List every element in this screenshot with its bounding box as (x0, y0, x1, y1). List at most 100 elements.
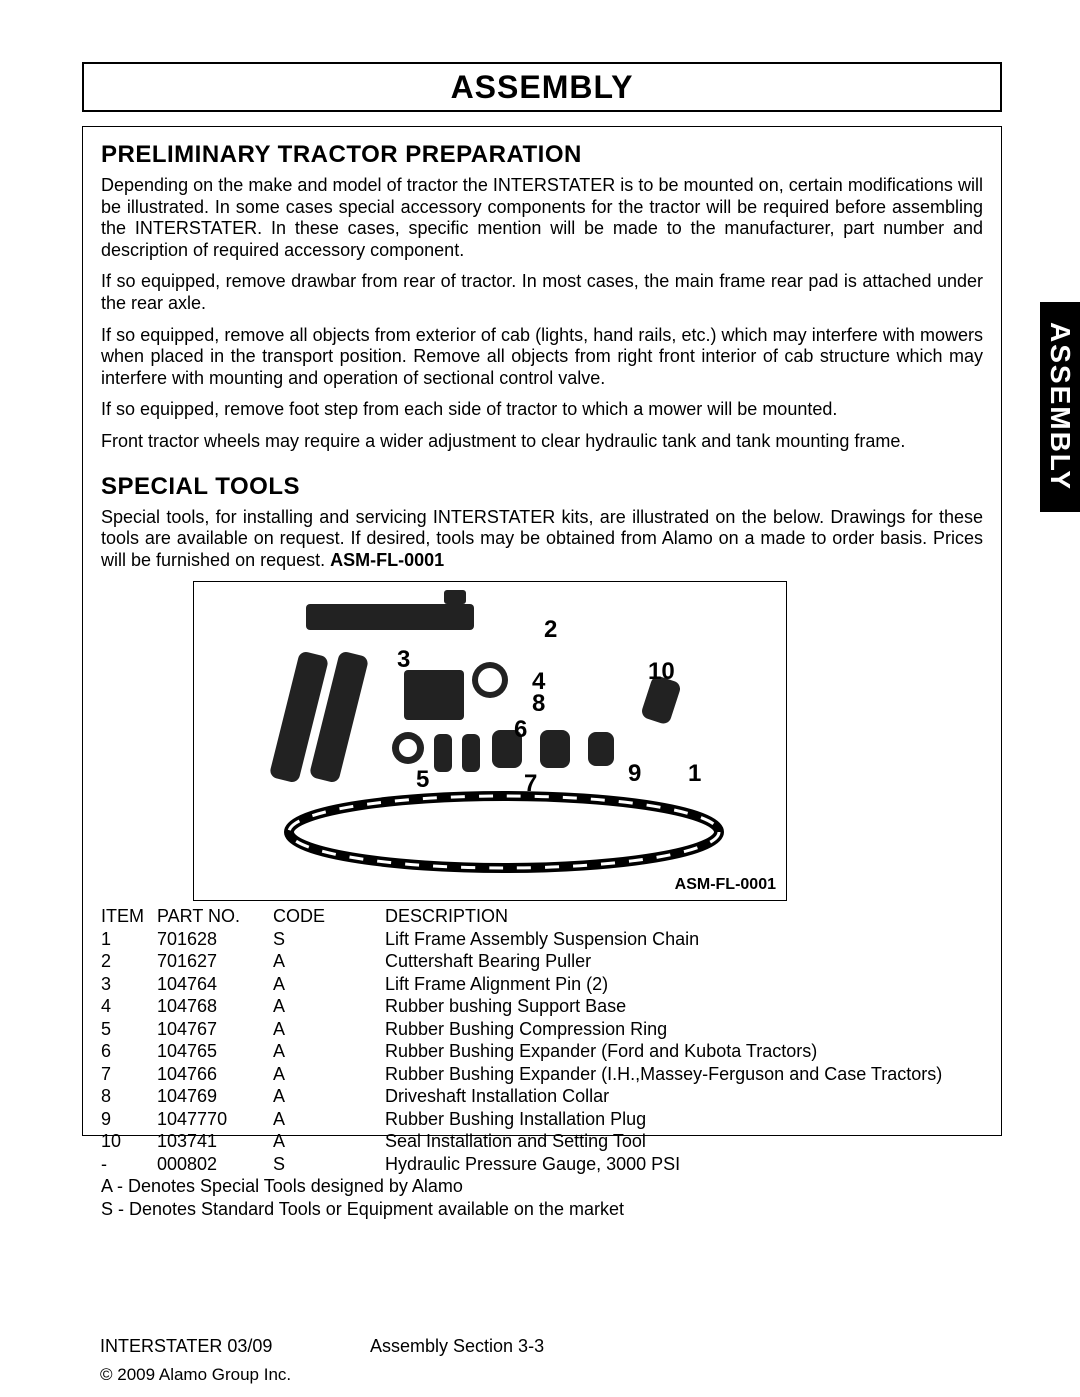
table-cell: Lift Frame Alignment Pin (2) (385, 973, 983, 996)
table-cell: 1047770 (157, 1108, 273, 1131)
para-3: If so equipped, remove all objects from … (101, 325, 983, 390)
table-cell: A (273, 1108, 385, 1131)
table-cell: 701627 (157, 950, 273, 973)
table-row: 4104768ARubber bushing Support Base (101, 995, 983, 1018)
table-cell: Lift Frame Assembly Suspension Chain (385, 928, 983, 951)
heading-special-tools: SPECIAL TOOLS (101, 473, 983, 501)
table-cell: Rubber Bushing Expander (I.H.,Massey-Fer… (385, 1063, 983, 1086)
table-cell: A (273, 973, 385, 996)
table-row: 3104764ALift Frame Alignment Pin (2) (101, 973, 983, 996)
tool-plug2 (540, 730, 570, 768)
table-cell: S (273, 928, 385, 951)
note-a: A - Denotes Special Tools designed by Al… (101, 1175, 983, 1198)
col-part: PART NO. (157, 905, 273, 928)
figure-callout: 9 (628, 760, 641, 788)
tool-exp1 (434, 734, 452, 772)
para-4: If so equipped, remove foot step from ea… (101, 399, 983, 421)
table-cell: A (273, 995, 385, 1018)
figure-callout: 3 (397, 646, 410, 674)
copyright: © 2009 Alamo Group Inc. (100, 1365, 291, 1385)
table-cell: A (273, 1130, 385, 1153)
table-cell: Driveshaft Installation Collar (385, 1085, 983, 1108)
table-row: 7104766ARubber Bushing Expander (I.H.,Ma… (101, 1063, 983, 1086)
table-row: 6104765ARubber Bushing Expander (Ford an… (101, 1040, 983, 1063)
table-cell: Cuttershaft Bearing Puller (385, 950, 983, 973)
table-cell: 9 (101, 1108, 157, 1131)
table-row: -000802SHydraulic Pressure Gauge, 3000 P… (101, 1153, 983, 1176)
para-1: Depending on the make and model of tract… (101, 175, 983, 261)
table-cell: A (273, 950, 385, 973)
table-cell: 103741 (157, 1130, 273, 1153)
tool-plug3 (588, 732, 614, 766)
table-cell: Rubber Bushing Installation Plug (385, 1108, 983, 1131)
para-special: Special tools, for installing and servic… (101, 507, 983, 572)
table-row: 1701628SLift Frame Assembly Suspension C… (101, 928, 983, 951)
table-cell: 104769 (157, 1085, 273, 1108)
figure-label: ASM-FL-0001 (675, 876, 776, 894)
ref-bold: ASM-FL-0001 (330, 550, 444, 570)
figure-box: 23410869157 ASM-FL-0001 (193, 581, 787, 901)
table-cell: 104768 (157, 995, 273, 1018)
table-cell: Seal Installation and Setting Tool (385, 1130, 983, 1153)
side-tab: ASSEMBLY (1040, 302, 1080, 512)
table-cell: Rubber Bushing Expander (Ford and Kubota… (385, 1040, 983, 1063)
table-cell: 104764 (157, 973, 273, 996)
table-cell: 104767 (157, 1018, 273, 1041)
table-cell: A (273, 1018, 385, 1041)
table-cell: 6 (101, 1040, 157, 1063)
table-row: 5104767ARubber Bushing Compression Ring (101, 1018, 983, 1041)
table-cell: 1 (101, 928, 157, 951)
table-row: 91047770ARubber Bushing Installation Plu… (101, 1108, 983, 1131)
table-cell: Rubber bushing Support Base (385, 995, 983, 1018)
figure-callout: 10 (648, 658, 675, 686)
table-cell: 10 (101, 1130, 157, 1153)
figure-callout: 7 (524, 770, 537, 798)
heading-preliminary: PRELIMINARY TRACTOR PREPARATION (101, 141, 983, 169)
table-row: 2701627ACuttershaft Bearing Puller (101, 950, 983, 973)
table-cell: - (101, 1153, 157, 1176)
figure-callout: 5 (416, 766, 429, 794)
table-cell: A (273, 1063, 385, 1086)
footer-row: INTERSTATER 03/09 Assembly Section 3-3 (100, 1336, 980, 1357)
table-cell: A (273, 1040, 385, 1063)
chain-icon (274, 782, 734, 882)
table-cell: S (273, 1153, 385, 1176)
note-s: S - Denotes Standard Tools or Equipment … (101, 1198, 983, 1221)
table-cell: 2 (101, 950, 157, 973)
table-cell: 7 (101, 1063, 157, 1086)
figure-callout: 6 (514, 716, 527, 744)
table-cell: 3 (101, 973, 157, 996)
table-cell: 4 (101, 995, 157, 1018)
table-cell: Rubber Bushing Compression Ring (385, 1018, 983, 1041)
page-title: ASSEMBLY (84, 64, 1000, 110)
table-header-row: ITEM PART NO. CODE DESCRIPTION (101, 905, 983, 928)
table-cell: 000802 (157, 1153, 273, 1176)
tool-base (404, 670, 464, 720)
tool-bar-top (444, 590, 466, 604)
col-desc: DESCRIPTION (385, 905, 983, 928)
figure-callout: 2 (544, 616, 557, 644)
table-cell: 104766 (157, 1063, 273, 1086)
table-row: 8104769ADriveshaft Installation Collar (101, 1085, 983, 1108)
col-item: ITEM (101, 905, 157, 928)
figure-callout: 8 (532, 690, 545, 718)
table-row: 10103741ASeal Installation and Setting T… (101, 1130, 983, 1153)
parts-table: ITEM PART NO. CODE DESCRIPTION 1701628SL… (101, 905, 983, 1175)
para-2: If so equipped, remove drawbar from rear… (101, 271, 983, 314)
col-code: CODE (273, 905, 385, 928)
table-cell: Hydraulic Pressure Gauge, 3000 PSI (385, 1153, 983, 1176)
tool-exp2 (462, 734, 480, 772)
content-box: PRELIMINARY TRACTOR PREPARATION Dependin… (82, 126, 1002, 1136)
para-5: Front tractor wheels may require a wider… (101, 431, 983, 453)
para-special-text: Special tools, for installing and servic… (101, 507, 983, 570)
table-cell: 701628 (157, 928, 273, 951)
tool-bar (306, 604, 474, 630)
footer-left: INTERSTATER 03/09 (100, 1336, 272, 1357)
table-cell: 104765 (157, 1040, 273, 1063)
table-cell: 8 (101, 1085, 157, 1108)
figure-callout: 1 (688, 760, 701, 788)
table-cell: A (273, 1085, 385, 1108)
footer-center: Assembly Section 3-3 (370, 1336, 544, 1357)
page-title-box: ASSEMBLY (82, 62, 1002, 112)
table-cell: 5 (101, 1018, 157, 1041)
